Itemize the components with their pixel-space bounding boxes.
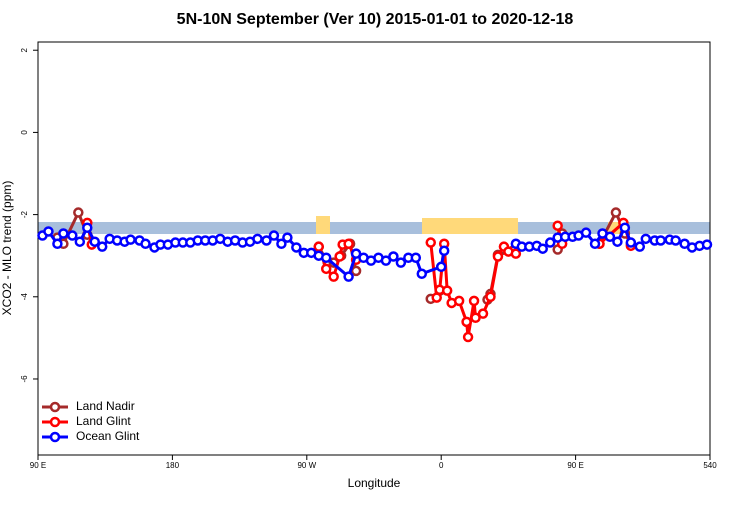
map-strip xyxy=(38,216,710,234)
legend-label: Land Glint xyxy=(76,414,131,428)
legend-label: Land Nadir xyxy=(76,399,135,413)
data-point xyxy=(425,237,436,248)
data-point xyxy=(74,236,86,247)
series xyxy=(37,222,713,282)
data-point xyxy=(544,237,556,248)
chart-title: 5N-10N September (Ver 10) 2015-01-01 to … xyxy=(177,11,574,28)
data-point xyxy=(468,295,480,307)
x-tick-label: 180 xyxy=(166,461,180,470)
data-point xyxy=(320,252,332,263)
x-tick-label: 0 xyxy=(439,461,444,470)
data-point xyxy=(261,235,272,246)
data-point xyxy=(492,251,504,262)
data-point xyxy=(612,236,623,247)
x-tick-label: 90 E xyxy=(30,461,46,470)
y-tick-label: 0 xyxy=(20,130,29,135)
data-point xyxy=(320,263,332,275)
data-point xyxy=(268,230,280,241)
data-point xyxy=(52,238,63,250)
x-tick-label: 90 E xyxy=(567,461,583,470)
data-point xyxy=(291,242,302,253)
data-point xyxy=(510,248,522,259)
data-point xyxy=(388,251,399,262)
data-point xyxy=(610,207,622,218)
data-point xyxy=(461,316,472,328)
data-point xyxy=(537,243,548,254)
y-tick-label: -6 xyxy=(20,375,29,383)
data-point xyxy=(282,232,293,243)
data-point xyxy=(395,257,407,268)
data-point xyxy=(453,295,465,307)
data-point xyxy=(485,291,496,303)
x-tick-label: 90 W xyxy=(297,461,316,470)
data-point xyxy=(380,255,392,266)
data-point xyxy=(252,233,263,245)
data-point xyxy=(328,271,339,282)
x-tick-label: 540 xyxy=(703,461,717,470)
data-point xyxy=(640,233,652,245)
data-point xyxy=(552,220,563,231)
data-point xyxy=(334,251,345,262)
data-point xyxy=(410,252,422,263)
y-axis-label: XCO2 - MLO trend (ppm) xyxy=(0,181,14,316)
x-axis-label: Longitude xyxy=(348,476,401,490)
land-strip xyxy=(316,216,330,234)
data-point xyxy=(589,238,601,250)
data-point xyxy=(470,312,481,323)
data-point xyxy=(441,285,453,296)
data-point xyxy=(350,248,362,259)
data-point xyxy=(604,231,616,243)
data-point xyxy=(313,241,324,252)
data-point xyxy=(343,271,354,282)
data-point xyxy=(435,261,447,273)
y-tick-label: -4 xyxy=(20,293,29,301)
data-point xyxy=(73,207,84,218)
data-point xyxy=(343,238,354,250)
legend-marker xyxy=(49,401,61,413)
data-point xyxy=(58,228,69,239)
data-point xyxy=(477,308,489,319)
data-point xyxy=(416,268,428,280)
data-point xyxy=(438,245,450,257)
data-point xyxy=(276,238,287,250)
y-tick-label: -2 xyxy=(20,210,29,218)
data-point xyxy=(670,235,681,246)
data-point xyxy=(655,235,666,246)
land-strip xyxy=(422,218,518,234)
data-point xyxy=(96,241,108,252)
data-point xyxy=(43,226,54,237)
data-point xyxy=(580,227,592,238)
legend-marker xyxy=(49,416,61,428)
data-point xyxy=(619,222,631,233)
legend-marker xyxy=(49,431,61,443)
data-point xyxy=(634,241,646,252)
data-point xyxy=(89,236,100,247)
data-point xyxy=(82,222,93,233)
legend-label: Ocean Glint xyxy=(76,429,140,443)
data-point xyxy=(67,230,78,241)
data-point xyxy=(701,239,713,250)
data-point xyxy=(462,331,474,343)
data-point xyxy=(125,234,136,245)
data-point xyxy=(625,237,637,248)
ocean-strip xyxy=(38,222,710,234)
data-point xyxy=(350,265,362,277)
y-tick-label: 2 xyxy=(20,47,29,52)
data-point xyxy=(140,238,151,250)
